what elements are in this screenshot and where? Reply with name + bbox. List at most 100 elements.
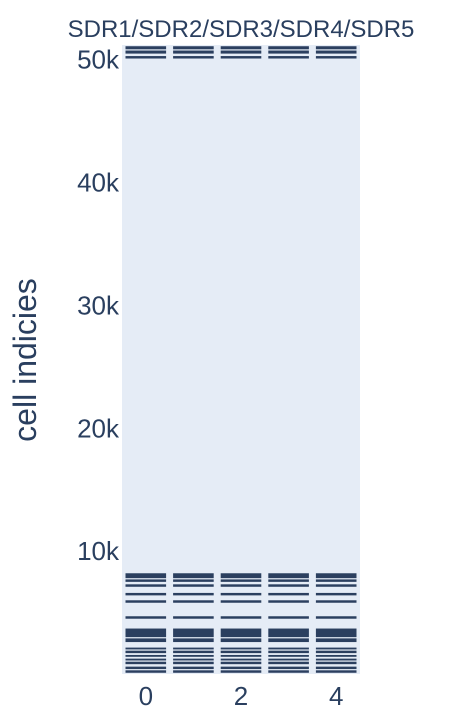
y-tick-label: 40k	[77, 168, 120, 198]
heatmap-cell-col3-band14	[268, 573, 309, 579]
heatmap-cell-col1-band15	[173, 56, 214, 59]
heatmap-cell-col3-band5	[268, 650, 309, 654]
heatmap-cell-col1-band16	[173, 50, 214, 54]
heatmap-cell-col2-band16	[220, 50, 262, 54]
heatmap-cell-col1-band3	[173, 658, 214, 661]
heatmap-cell-col3-band13	[268, 579, 309, 582]
heatmap-cell-col2-band13	[220, 579, 262, 582]
heatmap-cell-col0-band8	[125, 628, 167, 638]
heatmap-cell-col0-band11	[125, 592, 167, 596]
heatmap-cell-col1-band14	[173, 573, 214, 579]
heatmap-cell-col3-band2	[268, 661, 309, 665]
heatmap-cell-col2-band14	[220, 573, 262, 579]
heatmap-cell-col2-band11	[220, 592, 262, 596]
heatmap-cell-col1-band9	[173, 616, 214, 619]
heatmap-cell-col2-band7	[220, 638, 262, 643]
heatmap-cell-col4-band8	[315, 628, 357, 638]
heatmap-cell-col4-band15	[315, 56, 357, 59]
heatmap-cell-col1-band6	[173, 647, 214, 650]
heatmap-cell-col3-band1	[268, 666, 309, 670]
heatmap-cell-col1-band8	[173, 628, 214, 638]
heatmap-cell-col0-band3	[125, 658, 167, 661]
chart-title: SDR1/SDR2/SDR3/SDR4/SDR5	[68, 16, 415, 43]
heatmap-cell-col0-band13	[125, 579, 167, 582]
heatmap-cell-col0-band9	[125, 616, 167, 619]
heatmap-cell-col0-band10	[125, 600, 167, 603]
heatmap-cell-col4-band4	[315, 654, 357, 657]
heatmap-cell-col3-band15	[268, 56, 309, 59]
y-axis-label: cell indicies	[7, 278, 43, 442]
heatmap-cell-col3-band12	[268, 584, 309, 587]
heatmap-cell-col1-band4	[173, 654, 214, 657]
y-axis-ticks: 10k 20k 30k 40k 50k	[77, 45, 120, 566]
heatmap-cell-col3-band6	[268, 647, 309, 650]
y-tick-label: 30k	[77, 290, 120, 320]
heatmap-cell-col1-band10	[173, 600, 214, 603]
heatmap-cell-col0-band4	[125, 654, 167, 657]
heatmap-cell-col2-band10	[220, 600, 262, 603]
heatmap-cell-col3-band3	[268, 658, 309, 661]
heatmap-cell-col4-band14	[315, 573, 357, 579]
y-tick-label: 10k	[77, 536, 120, 566]
heatmap-cell-col1-band7	[173, 638, 214, 643]
heatmap-cell-col2-band12	[220, 584, 262, 587]
heatmap-cell-col2-band3	[220, 658, 262, 661]
heatmap-cell-col3-band10	[268, 600, 309, 603]
heatmap-cell-col3-band11	[268, 592, 309, 596]
x-tick-label: 4	[329, 681, 343, 711]
heatmap-cell-col0-band12	[125, 584, 167, 587]
x-tick-label: 0	[139, 681, 153, 711]
y-tick-label: 50k	[77, 45, 120, 75]
heatmap-cell-col1-band13	[173, 579, 214, 582]
heatmap-cell-col3-band8	[268, 628, 309, 638]
heatmap-cell-col1-band17	[173, 46, 214, 50]
heatmap-cell-col0-band16	[125, 50, 167, 54]
heatmap-cell-col4-band12	[315, 584, 357, 587]
heatmap-cell-col0-band0	[125, 670, 167, 673]
heatmap-cell-col3-band4	[268, 654, 309, 657]
heatmap-cell-col3-band7	[268, 638, 309, 643]
heatmap-cell-col0-band2	[125, 661, 167, 665]
plot-area	[122, 45, 360, 674]
heatmap-cell-col4-band13	[315, 579, 357, 582]
heatmap-cell-col4-band3	[315, 658, 357, 661]
heatmap-cell-col0-band14	[125, 573, 167, 579]
heatmap-cell-col4-band11	[315, 592, 357, 596]
heatmap-cell-col2-band0	[220, 670, 262, 673]
heatmap-cell-col0-band6	[125, 647, 167, 650]
heatmap-cell-col4-band1	[315, 666, 357, 670]
heatmap-cell-col1-band1	[173, 666, 214, 670]
x-axis-ticks: 0 2 4	[139, 681, 344, 711]
heatmap-cell-col2-band15	[220, 56, 262, 59]
heatmap-cell-col4-band7	[315, 638, 357, 643]
heatmap-cells	[125, 46, 357, 673]
heatmap-cell-col0-band5	[125, 650, 167, 654]
heatmap-cell-col1-band5	[173, 650, 214, 654]
heatmap-cell-col2-band1	[220, 666, 262, 670]
heatmap-cell-col2-band9	[220, 616, 262, 619]
heatmap-cell-col2-band17	[220, 46, 262, 50]
heatmap-cell-col3-band0	[268, 670, 309, 673]
y-tick-label: 20k	[77, 413, 120, 443]
heatmap-cell-col4-band16	[315, 50, 357, 54]
heatmap-cell-col1-band0	[173, 670, 214, 673]
heatmap-cell-col0-band1	[125, 666, 167, 670]
heatmap-cell-col4-band6	[315, 647, 357, 650]
heatmap-cell-col4-band5	[315, 650, 357, 654]
heatmap-cell-col0-band7	[125, 638, 167, 643]
heatmap-cell-col4-band17	[315, 46, 357, 50]
heatmap-cell-col4-band0	[315, 670, 357, 673]
heatmap-cell-col4-band10	[315, 600, 357, 603]
heatmap-cell-col0-band15	[125, 56, 167, 59]
heatmap-cell-col0-band17	[125, 46, 167, 50]
heatmap-cell-col4-band9	[315, 616, 357, 619]
heatmap-cell-col2-band6	[220, 647, 262, 650]
heatmap-cell-col1-band11	[173, 592, 214, 596]
heatmap-cell-col3-band9	[268, 616, 309, 619]
heatmap-cell-col2-band8	[220, 628, 262, 638]
heatmap-cell-col2-band5	[220, 650, 262, 654]
heatmap-cell-col1-band12	[173, 584, 214, 587]
heatmap-cell-col2-band4	[220, 654, 262, 657]
